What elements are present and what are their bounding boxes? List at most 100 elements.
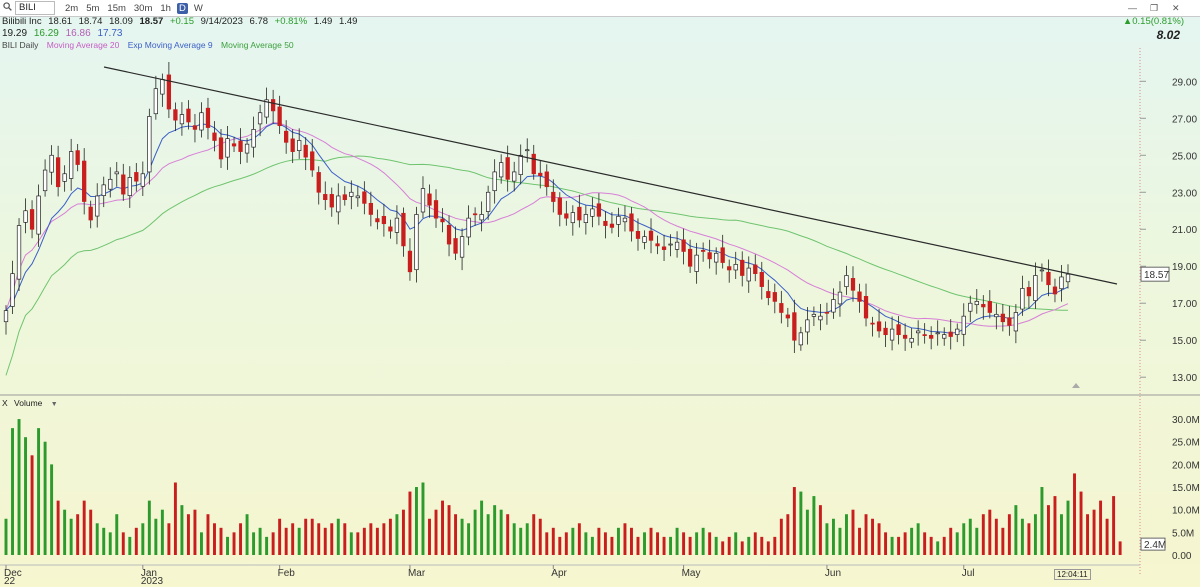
volume-bar bbox=[304, 518, 308, 555]
candle-body bbox=[1052, 286, 1058, 295]
volume-bar bbox=[128, 536, 132, 555]
volume-bar bbox=[108, 532, 112, 555]
candle-body bbox=[49, 154, 54, 173]
volume-bar bbox=[336, 518, 340, 555]
search-icon[interactable] bbox=[3, 2, 12, 14]
right-change-readout: ▲0.15(0.81%) bbox=[1123, 16, 1184, 27]
close-icon[interactable]: ✕ bbox=[1172, 3, 1180, 13]
candle-body bbox=[616, 215, 621, 225]
candle-body bbox=[772, 292, 777, 302]
volume-bar bbox=[167, 523, 171, 555]
volume-bar bbox=[382, 523, 386, 555]
volume-bar bbox=[630, 527, 633, 555]
candle-body bbox=[714, 252, 719, 263]
volume-bar bbox=[577, 523, 581, 555]
company-name: Bilibili Inc bbox=[2, 16, 42, 27]
volume-bar bbox=[30, 455, 34, 555]
volume-bar bbox=[662, 536, 666, 555]
volume-bar bbox=[428, 518, 431, 555]
restore-icon[interactable]: ❐ bbox=[1150, 3, 1159, 13]
candle-body bbox=[759, 271, 764, 287]
ma20-line bbox=[5, 122, 1069, 327]
candle-body bbox=[889, 328, 895, 341]
close-pane-icon[interactable]: X bbox=[2, 398, 8, 408]
volume-bar bbox=[1092, 509, 1096, 555]
candle-body bbox=[153, 88, 158, 115]
study-ma20[interactable]: Moving Average 20 bbox=[46, 40, 120, 50]
volume-bar bbox=[818, 505, 822, 555]
candle-body bbox=[687, 248, 693, 267]
volume-tick-label: 10.0M bbox=[1172, 506, 1200, 517]
candle-body bbox=[303, 144, 308, 158]
volume-label[interactable]: Volume bbox=[14, 398, 43, 408]
volume-bar bbox=[753, 532, 757, 555]
volume-bar bbox=[395, 514, 399, 555]
timeframe-2m[interactable]: 2m bbox=[65, 2, 79, 14]
candle-body bbox=[290, 138, 295, 152]
candle-body bbox=[147, 116, 152, 173]
timeframe-15m[interactable]: 15m bbox=[107, 2, 126, 14]
candle-body bbox=[140, 173, 145, 187]
candle-body bbox=[55, 157, 61, 188]
volume-bar bbox=[388, 518, 392, 555]
study-ma50[interactable]: Moving Average 50 bbox=[221, 40, 294, 50]
volume-bar bbox=[760, 536, 764, 555]
candle-body bbox=[75, 150, 80, 165]
candle-body bbox=[733, 264, 738, 271]
volume-bar bbox=[369, 523, 373, 555]
candle-body bbox=[297, 140, 302, 151]
symbol-input[interactable]: BILI bbox=[15, 1, 55, 15]
volume-bar bbox=[147, 500, 151, 555]
timeframe-W[interactable]: W bbox=[193, 2, 203, 14]
volume-bar bbox=[460, 518, 464, 555]
candle-body bbox=[583, 214, 589, 223]
timeframe-1h[interactable]: 1h bbox=[160, 2, 171, 14]
timeframe-5m[interactable]: 5m bbox=[86, 2, 100, 14]
volume-tick-label: 25.0M bbox=[1172, 438, 1200, 449]
candle-body bbox=[805, 319, 810, 333]
candle-body bbox=[987, 301, 992, 313]
volume-bar bbox=[486, 514, 490, 555]
candle-body bbox=[961, 315, 966, 335]
candle-body bbox=[362, 191, 367, 204]
volume-bar bbox=[454, 514, 458, 555]
candle-body bbox=[974, 301, 979, 306]
timeframe-D[interactable]: D bbox=[176, 2, 188, 14]
volume-bar bbox=[981, 514, 985, 555]
candle-body bbox=[792, 312, 797, 341]
volume-bar bbox=[845, 514, 848, 555]
candle-body bbox=[544, 171, 549, 188]
price-tick-label: 25.00 bbox=[1172, 151, 1197, 162]
study-ema9[interactable]: Exp Moving Average 9 bbox=[127, 40, 213, 50]
volume-bar bbox=[1040, 487, 1044, 555]
volume-bar bbox=[375, 527, 379, 555]
volume-bar bbox=[623, 523, 627, 555]
ma-value-1: 19.29 bbox=[2, 28, 28, 39]
volume-bar bbox=[317, 523, 321, 555]
volume-bar bbox=[199, 532, 203, 555]
candle-body bbox=[212, 132, 217, 141]
x-tick-label: Jun bbox=[825, 568, 841, 579]
ma-values-line: 19.29 16.29 16.86 17.73 bbox=[2, 28, 126, 39]
candle-body bbox=[850, 278, 856, 291]
x-tick-label: Jul bbox=[962, 568, 975, 579]
volume-bar bbox=[1079, 491, 1083, 555]
volume-bar bbox=[1053, 496, 1057, 555]
pct-change: +0.81% bbox=[274, 16, 308, 27]
ma-value-3: 16.86 bbox=[65, 28, 91, 39]
volume-bar bbox=[571, 527, 575, 555]
volume-bar bbox=[408, 491, 412, 555]
chevron-down-icon[interactable]: ▼ bbox=[50, 401, 58, 408]
candle-body bbox=[505, 157, 510, 180]
quote-extra-1: 1.49 bbox=[313, 16, 333, 27]
candle-body bbox=[922, 334, 927, 336]
timeframe-30m[interactable]: 30m bbox=[133, 2, 153, 14]
study-daily[interactable]: BILI Daily bbox=[2, 40, 39, 50]
minimize-icon[interactable]: — bbox=[1128, 3, 1137, 13]
study-legend: BILI Daily Moving Average 20 Exp Moving … bbox=[2, 40, 300, 50]
volume-bar bbox=[1112, 496, 1116, 555]
candle-body bbox=[681, 239, 686, 252]
candle-body bbox=[518, 154, 523, 175]
candle-body bbox=[622, 217, 628, 223]
